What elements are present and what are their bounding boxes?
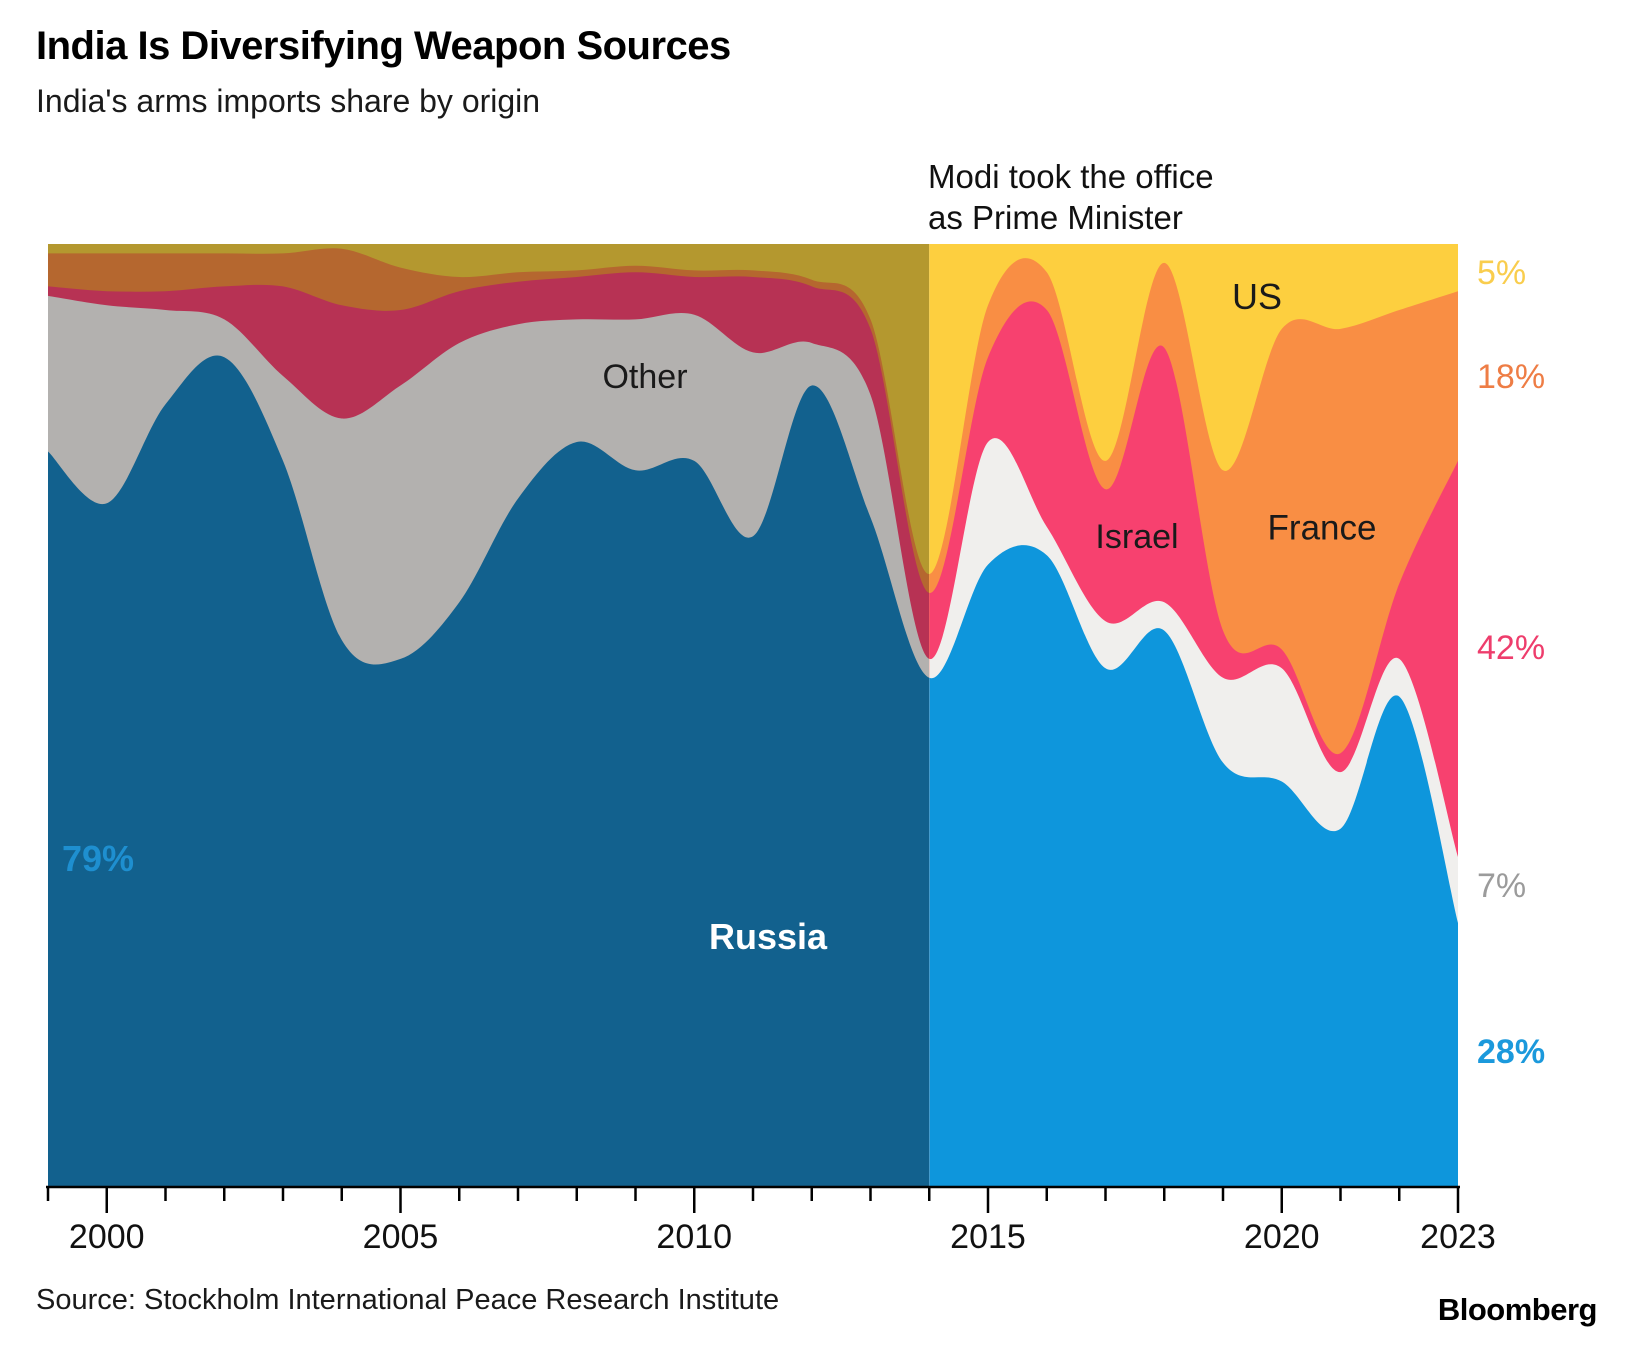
label-russia: Russia xyxy=(708,916,828,957)
x-axis-tick-label: 2005 xyxy=(363,1218,439,1256)
x-axis-tick-label: 2010 xyxy=(656,1218,732,1256)
label-russia-start-value: 79% xyxy=(62,838,135,879)
x-axis xyxy=(46,1185,1460,1213)
x-axis-tick-label: 2000 xyxy=(69,1218,145,1256)
area-russia xyxy=(48,355,930,1187)
end-label-us: 5% xyxy=(1477,254,1527,292)
end-label-israel: 42% xyxy=(1477,629,1546,667)
post-modi-areas xyxy=(929,244,1458,1187)
page-title: India Is Diversifying Weapon Sources xyxy=(36,24,731,68)
page-subtitle: India's arms imports share by origin xyxy=(36,83,541,119)
end-label-russia: 28% xyxy=(1477,1033,1546,1071)
chart-header: India Is Diversifying Weapon Sources Ind… xyxy=(36,24,731,120)
end-label-france: 18% xyxy=(1477,358,1546,396)
source-note: Source: Stockholm International Peace Re… xyxy=(36,1284,780,1316)
label-other: Other xyxy=(602,358,688,396)
modi-annotation-line1: Modi took the office xyxy=(928,158,1214,195)
x-axis-tick-label: 2020 xyxy=(1244,1218,1320,1256)
label-france: France xyxy=(1267,508,1377,548)
bloomberg-logo: Bloomberg xyxy=(1437,1292,1598,1327)
label-israel: Israel xyxy=(1095,518,1179,556)
modi-annotation-line2: as Prime Minister xyxy=(928,199,1183,236)
modi-annotation: Modi took the office as Prime Minister xyxy=(928,156,1214,238)
label-us: US xyxy=(1231,276,1283,317)
area-russia xyxy=(929,545,1458,1187)
end-label-other: 7% xyxy=(1477,867,1527,905)
pre-modi-dimmed-areas xyxy=(48,244,930,1187)
x-axis-tick-label: 2015 xyxy=(950,1218,1026,1256)
x-axis-tick-label: 2023 xyxy=(1420,1218,1496,1256)
